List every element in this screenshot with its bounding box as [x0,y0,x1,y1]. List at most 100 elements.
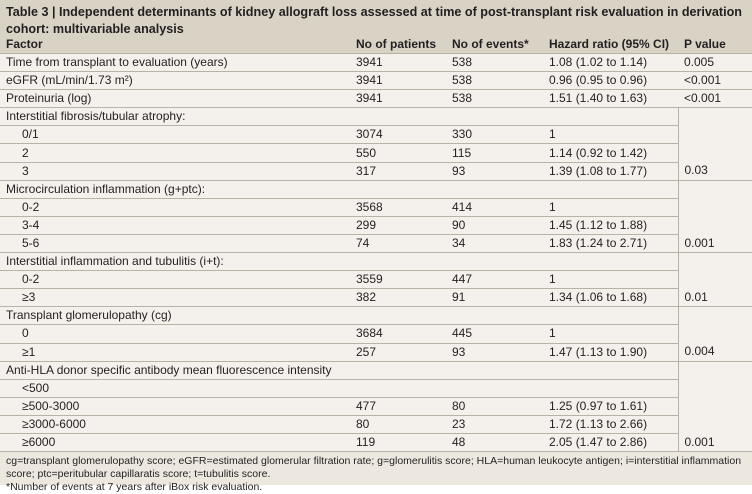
p-value-cell [678,108,752,126]
factor-cell: ≥3000-6000 [0,415,350,434]
table-row: Transplant glomerulopathy (cg) [0,306,752,326]
table-caption: Table 3 | Independent determinants of ki… [0,0,752,36]
table-row: ≥3 382 91 1.34 (1.06 to 1.68) 0.01 [0,288,752,308]
table-row: 5-6 74 34 1.83 (1.24 to 2.71) 0.001 [0,234,752,254]
patients-cell: 550 [350,143,446,163]
patients-cell: 80 [350,415,446,434]
events-cell [446,361,543,380]
table-row: 0-2 3559 447 1 [0,270,752,290]
events-cell [446,306,543,326]
header-p-value: P value [678,35,752,54]
events-footnote: *Number of events at 7 years after iBox … [6,481,263,494]
hazard-ratio-cell: 1 [543,125,679,145]
p-value-cell [678,144,752,162]
header-events: No of events* [446,35,543,54]
header-factor: Factor [0,35,350,54]
hazard-ratio-cell: 1.83 (1.24 to 2.71) [543,234,679,254]
p-value-cell [678,271,752,289]
table-row: Anti-HLA donor specific antibody mean fl… [0,361,752,380]
patients-cell: 299 [350,216,446,235]
patients-cell: 477 [350,397,446,416]
p-value-cell [678,325,752,343]
p-value-cell [678,397,752,415]
factor-cell: Anti-HLA donor specific antibody mean fl… [0,361,350,380]
factor-cell: 3-4 [0,216,350,235]
events-cell [446,379,543,398]
patients-cell: 3941 [350,89,446,109]
p-value-cell [678,126,752,144]
factor-cell: 0/1 [0,125,350,145]
p-value-cell [678,180,752,198]
hazard-ratio-cell [543,107,679,127]
events-cell: 538 [446,89,543,109]
abbreviations-footnote: cg=transplant glomerulopathy score; eGFR… [6,455,742,481]
table-row: <500 [0,379,752,398]
events-cell: 48 [446,433,543,453]
header-patients: No of patients [350,35,446,54]
factor-cell: 0 [0,324,350,344]
patients-cell [350,379,446,398]
p-value-cell [678,307,752,325]
hazard-ratio-cell: 1.47 (1.13 to 1.90) [543,343,679,362]
factor-cell: Time from transplant to evaluation (year… [0,53,350,73]
events-cell: 90 [446,216,543,235]
patients-cell: 317 [350,162,446,181]
patients-cell: 3559 [350,270,446,290]
factor-cell: ≥3 [0,288,350,308]
p-value-cell [678,361,752,379]
events-cell: 414 [446,198,543,217]
patients-cell: 3941 [350,71,446,91]
determinants-table: Factor No of patients No of events* Haza… [0,35,752,453]
factor-cell: 0-2 [0,270,350,290]
table-row: Microcirculation inflammation (g+ptc): [0,180,752,199]
events-cell [446,180,543,199]
p-value-cell [678,415,752,433]
patients-cell: 3568 [350,198,446,217]
patients-cell: 119 [350,433,446,453]
patients-cell [350,180,446,199]
patients-cell: 382 [350,288,446,308]
table-row: 0 3684 445 1 [0,324,752,344]
events-cell: 115 [446,143,543,163]
events-cell: 34 [446,234,543,254]
hazard-ratio-cell: 0.96 (0.95 to 0.96) [543,71,678,91]
table-row: ≥1 257 93 1.47 (1.13 to 1.90) 0.004 [0,343,752,362]
p-value-cell [678,198,752,216]
table-row: ≥6000 119 48 2.05 (1.47 to 2.86) 0.001 [0,433,752,453]
p-value-cell: 0.03 [678,162,752,181]
patients-cell: 3941 [350,53,446,73]
p-value-cell [678,216,752,234]
hazard-ratio-cell [543,306,679,326]
patients-cell [350,361,446,380]
hazard-ratio-cell: 1.25 (0.97 to 1.61) [543,397,679,416]
hazard-ratio-cell [543,252,679,272]
hazard-ratio-cell [543,379,679,398]
patients-cell [350,306,446,326]
events-cell: 93 [446,162,543,181]
table-row: Interstitial inflammation and tubulitis … [0,252,752,272]
hazard-ratio-cell: 2.05 (1.47 to 2.86) [543,433,679,453]
table-body: Time from transplant to evaluation (year… [0,53,752,453]
table-row: 3-4 299 90 1.45 (1.12 to 1.88) [0,216,752,235]
table-row: 0/1 3074 330 1 [0,125,752,145]
events-cell: 330 [446,125,543,145]
p-value-cell: <0.001 [678,89,752,109]
factor-cell: ≥500-3000 [0,397,350,416]
hazard-ratio-cell [543,361,679,380]
events-cell: 538 [446,71,543,91]
p-value-cell: 0.001 [678,433,752,453]
p-value-cell: 0.005 [678,53,752,73]
hazard-ratio-cell: 1.51 (1.40 to 1.63) [543,89,678,109]
hazard-ratio-cell: 1 [543,270,679,290]
patients-cell: 74 [350,234,446,254]
factor-cell: ≥1 [0,343,350,362]
hazard-ratio-cell: 1.45 (1.12 to 1.88) [543,216,679,235]
header-row: Factor No of patients No of events* Haza… [0,35,752,54]
p-value-cell: 0.001 [678,234,752,254]
hazard-ratio-cell [543,180,679,199]
p-value-cell [678,253,752,271]
factor-cell: 5-6 [0,234,350,254]
table-row: 0-2 3568 414 1 [0,198,752,217]
hazard-ratio-cell: 1.72 (1.13 to 2.66) [543,415,679,434]
